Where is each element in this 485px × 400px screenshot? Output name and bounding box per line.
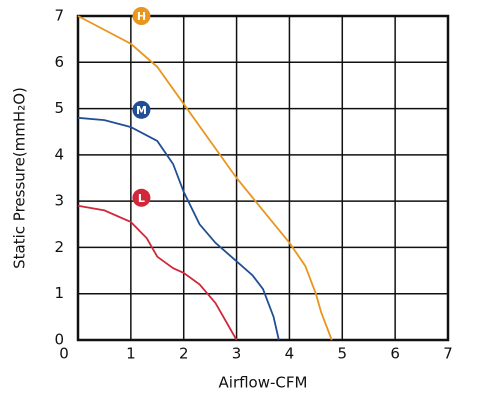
x-tick-label: 5 (338, 345, 348, 363)
series-badge (132, 100, 151, 119)
y-axis-title: Static Pressure(mmH₂O) (11, 87, 29, 269)
x-tick-label: 1 (126, 345, 136, 363)
y-tick-label: 7 (54, 7, 64, 25)
x-tick-label: 4 (285, 345, 295, 363)
y-tick-label: 4 (54, 145, 64, 163)
fan-curve (77, 204, 238, 341)
x-tick-label: 7 (443, 345, 453, 363)
x-tick-label: 6 (390, 345, 400, 363)
legend-label: L (138, 192, 145, 205)
y-tick-label: 3 (54, 192, 64, 210)
x-tick-label: 3 (232, 345, 242, 363)
legend-label: M (136, 104, 147, 117)
series-badge (132, 7, 151, 25)
y-tick-label: 2 (54, 238, 64, 256)
plot-frame (76, 14, 450, 342)
x-axis-title: Airflow-CFM (219, 374, 308, 392)
fan-curve (77, 116, 280, 341)
fan-curve (77, 15, 333, 341)
series-badge (132, 188, 151, 207)
y-tick-label: 6 (54, 53, 64, 71)
y-tick-label: 0 (54, 331, 64, 349)
x-tick-label: 2 (179, 345, 189, 363)
y-tick-label: 5 (54, 99, 64, 117)
x-tick-label: 0 (59, 345, 69, 363)
legend-label: H (137, 10, 146, 23)
y-tick-label: 1 (54, 284, 64, 302)
